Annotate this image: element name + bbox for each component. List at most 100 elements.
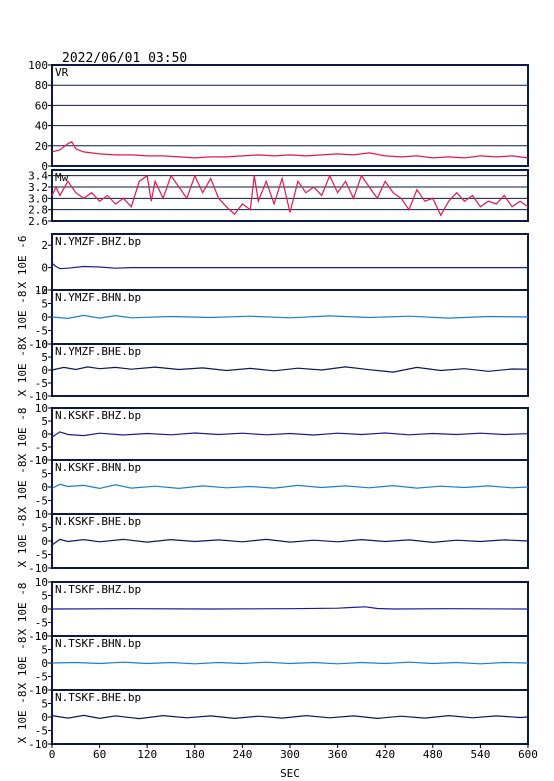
y-tick-label: -5 bbox=[35, 325, 48, 338]
y-tick-label: 10 bbox=[35, 508, 48, 521]
series-line bbox=[51, 714, 529, 720]
y-axis-label: X 10E -8 bbox=[16, 408, 29, 461]
y-tick-label: 10 bbox=[35, 284, 48, 297]
x-axis: 0 60 120 180 240 300 360 420 480 540 600 bbox=[49, 744, 538, 761]
panel-label: N.YMZF.BHZ.bp bbox=[55, 235, 141, 248]
y-tick-label: 100 bbox=[28, 59, 48, 72]
y-tick-label: 5 bbox=[41, 468, 48, 481]
x-tick-label: 300 bbox=[280, 748, 300, 761]
series-line bbox=[51, 141, 529, 159]
y-tick-label: -5 bbox=[35, 441, 48, 454]
y-tick-label: 10 bbox=[35, 576, 48, 589]
y-tick-label: 5 bbox=[41, 644, 48, 657]
series-line bbox=[51, 606, 529, 610]
y-tick-label: 60 bbox=[35, 99, 48, 112]
series-line bbox=[51, 314, 529, 320]
y-tick-label: 3.2 bbox=[28, 181, 48, 194]
y-axis-label: X 10E -8 bbox=[16, 344, 29, 397]
y-axis-label: X 10E -8 bbox=[16, 291, 29, 344]
y-tick-label: 5 bbox=[41, 351, 48, 364]
y-tick-label: 2 bbox=[41, 239, 48, 252]
y-tick-label: 0 bbox=[41, 160, 48, 173]
y-tick-label: -10 bbox=[28, 390, 48, 403]
panel-frame bbox=[51, 169, 529, 222]
y-tick-label: 20 bbox=[35, 140, 48, 153]
panel-0: 0 20 40 60 80 100 VR bbox=[28, 59, 529, 173]
y-tick-label: -5 bbox=[35, 495, 48, 508]
y-tick-label: 3.4 bbox=[28, 170, 48, 183]
x-axis-label: SEC bbox=[280, 767, 300, 780]
y-tick-label: -10 bbox=[28, 630, 48, 643]
series-line bbox=[51, 661, 529, 665]
series-line bbox=[51, 431, 529, 438]
y-tick-label: 10 bbox=[35, 684, 48, 697]
y-tick-label: 0 bbox=[41, 481, 48, 494]
y-axis-label: X 10E -6 bbox=[16, 236, 29, 289]
y-tick-label: 5 bbox=[41, 522, 48, 535]
y-tick-label: 2.8 bbox=[28, 204, 48, 217]
y-tick-label: -10 bbox=[28, 684, 48, 697]
y-tick-label: -5 bbox=[35, 725, 48, 738]
panel-label: N.TSKF.BHZ.bp bbox=[55, 583, 141, 596]
y-tick-label: 0 bbox=[41, 311, 48, 324]
series-line bbox=[51, 262, 528, 270]
x-tick-label: 480 bbox=[423, 748, 443, 761]
x-tick-label: 540 bbox=[470, 748, 490, 761]
panel-label: N.KSKF.BHZ.bp bbox=[55, 409, 141, 422]
y-tick-label: 5 bbox=[41, 298, 48, 311]
y-tick-label: 5 bbox=[41, 698, 48, 711]
panel-label: N.YMZF.BHN.bp bbox=[55, 291, 141, 304]
panel-label: VR bbox=[55, 66, 69, 79]
y-tick-label: 3.0 bbox=[28, 192, 48, 205]
y-axis-label: X 10E -8 bbox=[16, 691, 29, 744]
series-line bbox=[51, 366, 529, 373]
y-tick-label: -5 bbox=[35, 617, 48, 630]
y-tick-label: 10 bbox=[35, 338, 48, 351]
y-tick-label: -5 bbox=[35, 671, 48, 684]
panel-label: N.KSKF.BHN.bp bbox=[55, 461, 141, 474]
y-tick-label: 10 bbox=[35, 630, 48, 643]
y-tick-label: -10 bbox=[28, 454, 48, 467]
y-tick-label: 10 bbox=[35, 454, 48, 467]
y-tick-label: 80 bbox=[35, 79, 48, 92]
y-axis-label: X 10E -8 bbox=[16, 461, 29, 514]
y-tick-label: 5 bbox=[41, 415, 48, 428]
panel-label: N.TSKF.BHE.bp bbox=[55, 691, 141, 704]
y-tick-label: 0 bbox=[41, 262, 48, 275]
y-axis-label: X 10E -8 bbox=[16, 583, 29, 636]
x-tick-label: 60 bbox=[93, 748, 106, 761]
y-tick-label: -2 bbox=[35, 284, 48, 297]
y-tick-label: 0 bbox=[41, 364, 48, 377]
panel-label: N.KSKF.BHE.bp bbox=[55, 515, 141, 528]
panel-label: N.YMZF.BHE.bp bbox=[55, 345, 141, 358]
y-tick-label: 10 bbox=[35, 402, 48, 415]
series-line bbox=[51, 483, 529, 490]
y-tick-label: -10 bbox=[28, 738, 48, 751]
x-tick-label: 600 bbox=[518, 748, 538, 761]
y-tick-label: 0 bbox=[41, 711, 48, 724]
panel-label: Mw bbox=[55, 171, 69, 184]
y-tick-label: -10 bbox=[28, 338, 48, 351]
y-tick-label: 40 bbox=[35, 120, 48, 133]
series-line bbox=[51, 174, 529, 217]
y-tick-label: 0 bbox=[41, 535, 48, 548]
y-tick-label: 0 bbox=[41, 603, 48, 616]
x-tick-label: 420 bbox=[375, 748, 395, 761]
y-tick-label: 0 bbox=[41, 657, 48, 670]
y-tick-label: 5 bbox=[41, 590, 48, 603]
panel-frame bbox=[51, 64, 529, 167]
y-tick-label: -5 bbox=[35, 377, 48, 390]
x-tick-label: 360 bbox=[328, 748, 348, 761]
y-axis-label: X 10E -8 bbox=[16, 515, 29, 568]
x-tick-label: 240 bbox=[232, 748, 252, 761]
panel-label: N.TSKF.BHN.bp bbox=[55, 637, 141, 650]
y-tick-label: 2.6 bbox=[28, 215, 48, 228]
